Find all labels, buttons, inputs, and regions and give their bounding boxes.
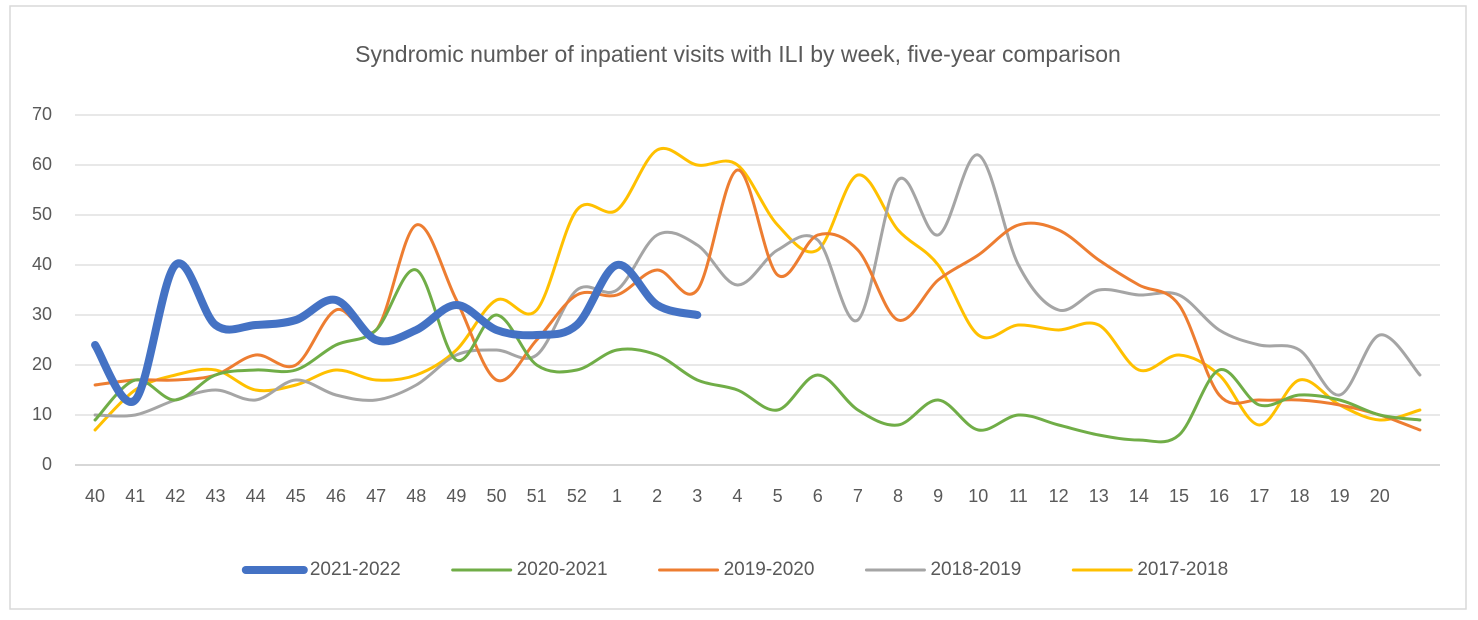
x-tick-label: 7 <box>853 486 863 506</box>
series-line <box>93 168 1422 432</box>
x-tick-label: 9 <box>933 486 943 506</box>
legend-label: 2021-2022 <box>310 559 401 580</box>
legend-label: 2018-2019 <box>930 559 1021 580</box>
series-line <box>93 268 1422 444</box>
x-tick-label: 17 <box>1249 486 1269 506</box>
y-tick-label: 60 <box>32 154 52 174</box>
x-tick-label: 2 <box>652 486 662 506</box>
legend-label: 2017-2018 <box>1137 559 1228 580</box>
y-tick-label: 50 <box>32 204 52 224</box>
x-tick-label: 49 <box>446 486 466 506</box>
x-tick-label: 50 <box>487 486 507 506</box>
x-tick-label: 20 <box>1370 486 1390 506</box>
x-tick-label: 5 <box>773 486 783 506</box>
x-tick-label: 43 <box>205 486 225 506</box>
x-tick-label: 51 <box>527 486 547 506</box>
y-tick-label: 40 <box>32 254 52 274</box>
x-tick-label: 1 <box>612 486 622 506</box>
x-tick-label: 42 <box>165 486 185 506</box>
x-tick-label: 19 <box>1330 486 1350 506</box>
y-tick-label: 30 <box>32 304 52 324</box>
series-line <box>93 153 1422 418</box>
x-tick-label: 44 <box>246 486 266 506</box>
x-tick-label: 45 <box>286 486 306 506</box>
x-tick-label: 14 <box>1129 486 1149 506</box>
legend-label: 2019-2020 <box>724 559 815 580</box>
x-tick-label: 6 <box>813 486 823 506</box>
x-tick-label: 13 <box>1089 486 1109 506</box>
y-tick-label: 20 <box>32 354 52 374</box>
x-tick-label: 52 <box>567 486 587 506</box>
x-tick-label: 46 <box>326 486 346 506</box>
series-line <box>91 259 702 406</box>
y-tick-label: 0 <box>42 454 52 474</box>
y-tick-label: 70 <box>32 104 52 124</box>
y-tick-label: 10 <box>32 404 52 424</box>
x-tick-label: 48 <box>406 486 426 506</box>
x-tick-label: 11 <box>1009 486 1028 506</box>
legend-label: 2020-2021 <box>517 559 608 580</box>
x-tick-label: 41 <box>125 486 145 506</box>
x-tick-label: 8 <box>893 486 903 506</box>
x-tick-label: 15 <box>1169 486 1189 506</box>
x-tick-label: 18 <box>1289 486 1309 506</box>
x-tick-label: 40 <box>85 486 105 506</box>
x-tick-label: 4 <box>732 486 742 506</box>
x-tick-label: 47 <box>366 486 386 506</box>
series-line <box>93 146 1422 432</box>
chart-frame <box>9 5 1467 610</box>
x-tick-label: 12 <box>1049 486 1069 506</box>
x-tick-label: 16 <box>1209 486 1229 506</box>
x-tick-label: 3 <box>692 486 702 506</box>
chart-title: Syndromic number of inpatient visits wit… <box>355 41 1121 67</box>
x-tick-label: 10 <box>968 486 988 506</box>
